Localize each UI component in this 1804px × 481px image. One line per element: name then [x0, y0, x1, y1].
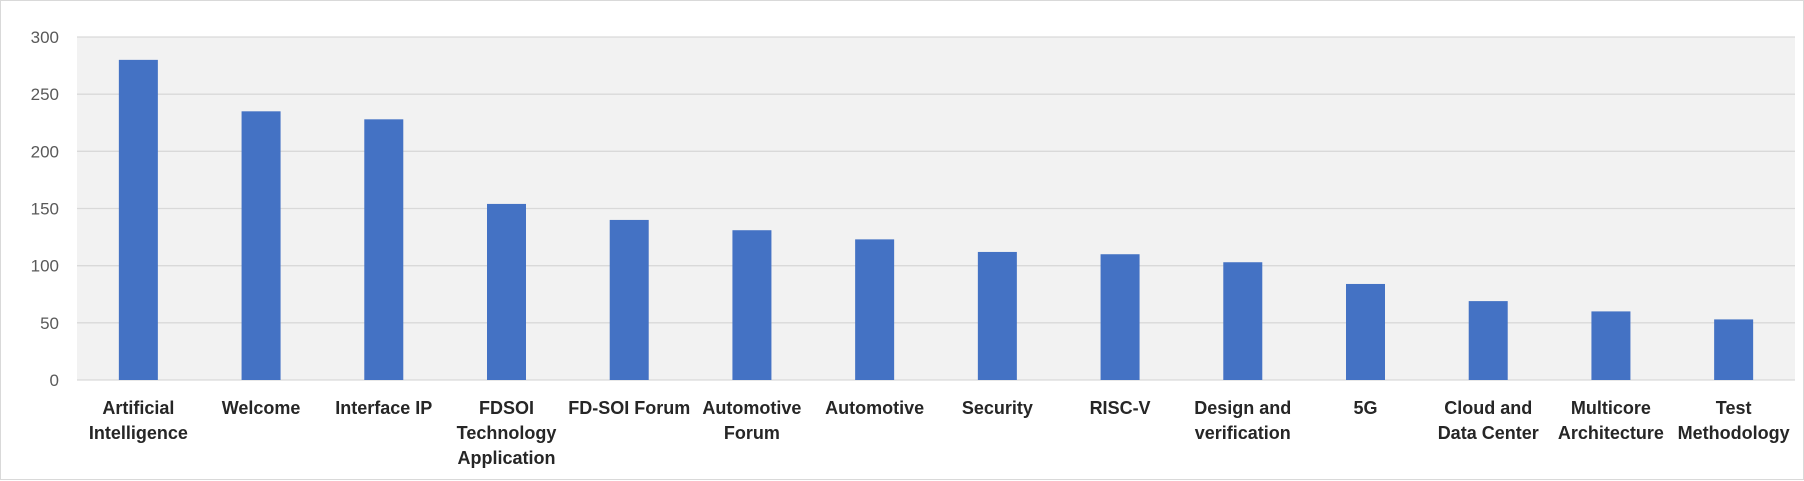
gridlines	[77, 36, 1795, 381]
y-tick-label: 250	[31, 85, 59, 104]
bar	[1346, 283, 1385, 380]
y-tick-label: 100	[31, 257, 59, 276]
x-category-label: Artificial Intelligence	[89, 398, 188, 443]
x-category-label-line: 5G	[1353, 398, 1377, 418]
bar	[487, 203, 526, 380]
x-category-label-line: Welcome	[222, 398, 301, 418]
x-category-label-line: Artificial	[102, 398, 174, 418]
y-tick-label: 200	[31, 142, 59, 161]
bar	[364, 119, 404, 380]
bar	[241, 111, 281, 381]
y-tick-label: 150	[31, 200, 59, 219]
x-category-label-line: verification	[1195, 423, 1291, 443]
x-category-label: FDSOI Technology Application	[457, 398, 557, 468]
x-category-label: Test Methodology	[1678, 398, 1790, 443]
bar	[1468, 301, 1508, 380]
x-category-label-line: Cloud and	[1444, 398, 1532, 418]
x-category-label: Automotive	[825, 398, 924, 418]
x-category-label: Security	[962, 398, 1033, 418]
y-tick-label: 50	[40, 314, 59, 333]
x-category-label-line: Methodology	[1678, 423, 1790, 443]
x-category-label-line: Automotive	[702, 398, 801, 418]
x-category-label-line: Application	[458, 448, 556, 468]
bar	[1100, 254, 1140, 380]
x-category-label: Welcome	[222, 398, 301, 418]
x-category-label: Design and verification	[1194, 398, 1291, 443]
y-axis-ticks: 0 50 100 150 200 250 300	[31, 28, 59, 390]
y-tick-label: 0	[50, 371, 59, 390]
bar	[1714, 319, 1754, 380]
y-tick-label: 300	[31, 28, 59, 47]
x-category-label-line: FDSOI	[479, 398, 534, 418]
bar	[1591, 311, 1631, 380]
x-category-label: FD-SOI Forum	[568, 398, 690, 418]
x-category-label-line: Test	[1716, 398, 1752, 418]
bar	[732, 230, 772, 380]
x-category-label: Interface IP	[335, 398, 432, 418]
x-category-label: Automotive Forum	[702, 398, 801, 443]
x-category-label: Cloud and Data Center	[1438, 398, 1539, 443]
bar	[1223, 262, 1263, 380]
x-category-label-line: Interface IP	[335, 398, 432, 418]
x-category-label-line: Data Center	[1438, 423, 1539, 443]
bar	[855, 239, 895, 380]
x-category-label-line: Automotive	[825, 398, 924, 418]
x-axis-labels: Artificial Intelligence Welcome Interface I…	[89, 398, 1790, 468]
x-category-label-line: Security	[962, 398, 1033, 418]
x-category-label-line: RISC-V	[1090, 398, 1151, 418]
x-category-label-line: Multicore	[1571, 398, 1651, 418]
bar	[977, 251, 1017, 380]
x-category-label-line: Technology	[457, 423, 557, 443]
bar	[118, 59, 158, 380]
x-category-label: 5G	[1353, 398, 1377, 418]
x-category-label: RISC-V	[1090, 398, 1151, 418]
x-category-label-line: Architecture	[1558, 423, 1664, 443]
x-category-label-line: Design and	[1194, 398, 1291, 418]
bars	[118, 59, 1754, 381]
bar	[609, 219, 649, 380]
x-category-label: Multicore Architecture	[1558, 398, 1664, 443]
x-category-label-line: Intelligence	[89, 423, 188, 443]
x-category-label-line: Forum	[724, 423, 780, 443]
x-category-label-line: FD-SOI Forum	[568, 398, 690, 418]
